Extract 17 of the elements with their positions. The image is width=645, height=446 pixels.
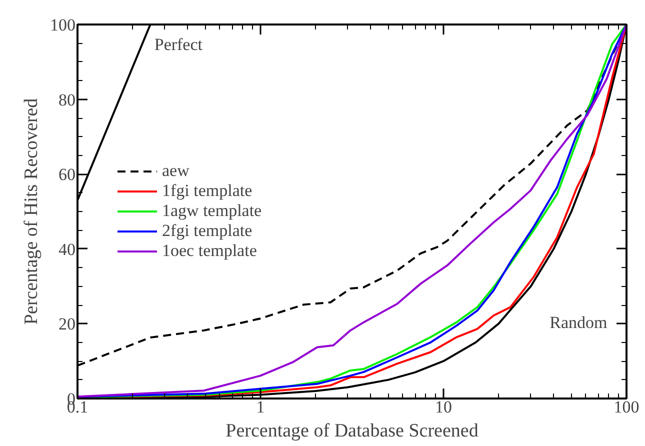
- x-tick-label: 10: [435, 398, 452, 416]
- y-tick-label: 20: [58, 314, 76, 334]
- legend-label: 1oec template: [162, 241, 257, 261]
- y-tick-label: 80: [58, 90, 76, 110]
- x-tick-label: 100: [614, 398, 640, 416]
- legend-label: 1fgi template: [162, 181, 252, 201]
- y-tick-label: 40: [58, 240, 76, 259]
- x-tick-label: 1: [256, 398, 265, 416]
- annotation: Random: [550, 313, 608, 332]
- x-axis-title: Percentage of Database Screened: [226, 420, 479, 442]
- legend-label: 1agw template: [162, 201, 262, 221]
- legend-label: 2fgi template: [162, 221, 252, 241]
- y-axis-title: Percentage of Hits Recovered: [21, 98, 42, 325]
- legend-label: aew: [162, 161, 190, 181]
- annotation: Perfect: [154, 34, 203, 54]
- y-tick-label: 60: [58, 165, 76, 184]
- y-tick-label: 100: [50, 16, 76, 34]
